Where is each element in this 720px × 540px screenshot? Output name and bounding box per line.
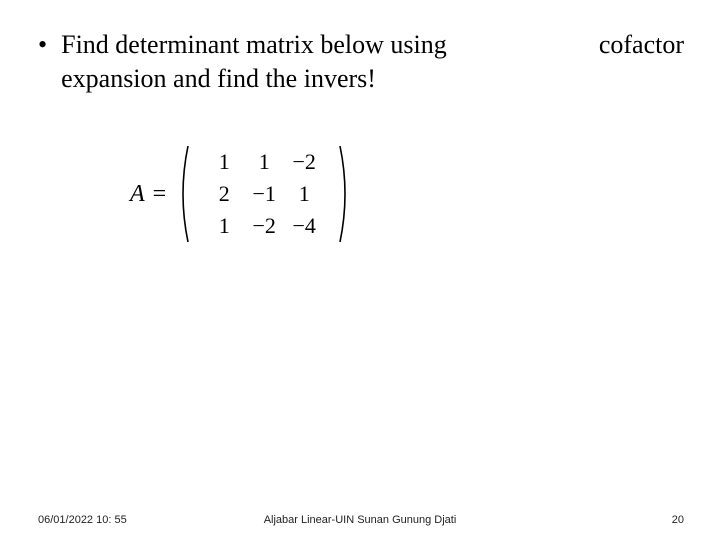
- matrix-equation: A = 1 1 −2 2 −1 1 1 −2 −4: [130, 140, 352, 248]
- bullet-line-2: expansion and find the invers!: [61, 64, 376, 93]
- footer-page-number: 20: [672, 514, 684, 526]
- left-paren-icon: [176, 144, 190, 244]
- matrix-row: 1 1 −2: [204, 146, 324, 178]
- right-paren-icon: [338, 144, 352, 244]
- matrix-cell: 1: [204, 210, 244, 242]
- equals-sign: =: [153, 181, 167, 208]
- matrix-label: A: [130, 181, 145, 208]
- bullet-text: Find determinant matrix below using expa…: [61, 28, 690, 96]
- matrix-cell: 1: [204, 146, 244, 178]
- matrix-grid: 1 1 −2 2 −1 1 1 −2 −4: [194, 140, 334, 248]
- matrix-cell: −2: [284, 146, 324, 178]
- slide: • Find determinant matrix below using ex…: [0, 0, 720, 540]
- body-content: • Find determinant matrix below using ex…: [38, 28, 690, 96]
- matrix-body: 1 1 −2 2 −1 1 1 −2 −4: [176, 140, 352, 248]
- matrix-row: 1 −2 −4: [204, 210, 324, 242]
- matrix-cell: 2: [204, 178, 244, 210]
- matrix-cell: −4: [284, 210, 324, 242]
- bullet-item: • Find determinant matrix below using ex…: [38, 28, 690, 96]
- footer-title: Aljabar Linear-UIN Sunan Gunung Djati: [0, 514, 720, 526]
- bullet-right-word: cofactor: [599, 28, 684, 62]
- matrix-cell: 1: [244, 146, 284, 178]
- bullet-marker: •: [38, 28, 47, 62]
- bullet-line-1: Find determinant matrix below using: [61, 30, 447, 59]
- matrix-cell: −1: [244, 178, 284, 210]
- matrix-cell: −2: [244, 210, 284, 242]
- matrix-cell: 1: [284, 178, 324, 210]
- matrix-row: 2 −1 1: [204, 178, 324, 210]
